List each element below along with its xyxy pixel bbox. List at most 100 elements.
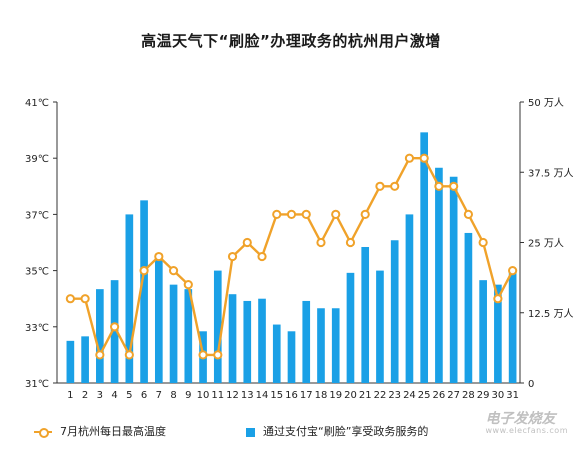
bar-users xyxy=(405,214,414,383)
point-temperature xyxy=(242,237,252,248)
point-temperature xyxy=(257,251,267,262)
bar-users xyxy=(169,284,178,383)
bar-users xyxy=(479,280,487,383)
point-temperature xyxy=(213,350,223,360)
x-tick-label: 20 xyxy=(344,390,357,401)
point-temperature xyxy=(227,251,238,262)
x-tick-label: 3 xyxy=(97,390,103,401)
x-tick-label: 6 xyxy=(141,390,147,401)
x-tick-label: 18 xyxy=(315,390,328,401)
point-temperature xyxy=(360,209,370,219)
x-tick-label: 8 xyxy=(170,390,176,401)
y-left-tick-label: 35℃ xyxy=(25,267,49,278)
legend-item-temperature: 7月杭州每日最高温度 xyxy=(34,423,166,439)
x-tick-label: 11 xyxy=(211,390,224,401)
point-temperature xyxy=(508,266,518,276)
x-tick-label: 29 xyxy=(477,390,490,401)
y-left-tick-label: 41℃ xyxy=(25,98,49,109)
point-temperature xyxy=(139,266,149,276)
x-tick-label: 2 xyxy=(82,390,88,401)
legend-bar-label: 通过支付宝“刷脸”享受政务服务的 xyxy=(263,425,429,438)
chart-title: 高温天气下“刷脸”办理政务的杭州用户激增 xyxy=(141,32,441,50)
bar-users xyxy=(287,331,296,383)
bar-users xyxy=(154,256,163,383)
x-tick-label: 28 xyxy=(462,390,475,401)
x-tick-label: 23 xyxy=(388,390,401,401)
point-temperature xyxy=(272,209,282,219)
point-temperature xyxy=(154,251,164,262)
point-temperature xyxy=(95,350,105,360)
point-temperature xyxy=(375,181,385,191)
x-tick-label: 16 xyxy=(285,390,298,401)
x-tick-label: 4 xyxy=(111,390,117,401)
bar-users xyxy=(302,300,311,383)
bar-users xyxy=(66,340,75,383)
x-tick-label: 14 xyxy=(256,390,269,401)
bar-users xyxy=(346,272,355,383)
bar-users xyxy=(110,280,119,383)
x-tick-label: 25 xyxy=(418,390,431,401)
bar-users xyxy=(464,232,473,383)
bar-users xyxy=(272,324,281,383)
point-temperature xyxy=(493,294,503,304)
bar-users xyxy=(494,284,502,383)
y-left-tick-label: 39℃ xyxy=(25,154,49,165)
bar-users xyxy=(449,176,458,383)
y-right-tick-label: 12.5 万人 xyxy=(528,308,573,320)
x-tick-label: 10 xyxy=(197,390,210,401)
point-temperature xyxy=(65,294,75,304)
point-temperature xyxy=(434,181,444,191)
x-tick-label: 13 xyxy=(241,390,254,401)
legend-line-label: 7月杭州每日最高温度 xyxy=(60,425,166,438)
point-temperature xyxy=(301,209,311,219)
x-tick-label: 24 xyxy=(403,390,416,401)
x-tick-label: 15 xyxy=(270,390,283,401)
y-right-tick-label: 25 万人 xyxy=(528,238,564,250)
bar-users xyxy=(361,246,370,383)
x-tick-label: 21 xyxy=(359,390,372,401)
y-right-tick-label: 50 万人 xyxy=(528,97,564,109)
bar-users xyxy=(96,289,104,383)
x-tick-label: 9 xyxy=(185,390,191,401)
legend-item-users: 通过支付宝“刷脸”享受政务服务的 xyxy=(246,423,428,439)
line-temperature xyxy=(70,156,514,357)
bar-users xyxy=(390,240,399,383)
x-tick-label: 22 xyxy=(374,390,387,401)
point-temperature xyxy=(109,322,120,332)
x-tick-label: 12 xyxy=(226,390,239,401)
bar-users xyxy=(81,336,89,383)
y-right-tick-label: 37.5 万人 xyxy=(528,167,573,179)
bar-users xyxy=(508,270,517,383)
point-temperature xyxy=(345,237,356,248)
bar-users xyxy=(140,200,148,383)
point-temperature xyxy=(463,209,474,219)
legend-line-swatch xyxy=(34,427,52,438)
bar-users xyxy=(317,308,325,383)
point-temperature xyxy=(449,181,459,191)
x-tick-label: 19 xyxy=(329,390,342,401)
x-tick-label: 17 xyxy=(300,390,313,401)
bar-users xyxy=(228,294,237,383)
x-tick-label: 5 xyxy=(126,390,132,401)
x-tick-label: 27 xyxy=(447,390,460,401)
point-temperature xyxy=(331,209,341,219)
y-left-tick-label: 31℃ xyxy=(25,379,49,390)
point-temperature xyxy=(404,153,415,163)
x-tick-label: 7 xyxy=(156,390,162,401)
point-temperature xyxy=(168,266,179,276)
x-tick-label: 1 xyxy=(67,390,73,401)
bar-users xyxy=(435,167,443,383)
point-temperature xyxy=(390,181,400,191)
x-tick-label: 26 xyxy=(433,390,446,401)
y-left-tick-label: 37℃ xyxy=(25,210,49,221)
point-temperature xyxy=(124,350,134,360)
point-temperature xyxy=(316,237,326,248)
y-left-tick-label: 33℃ xyxy=(25,323,49,334)
x-tick-label: 31 xyxy=(506,390,519,401)
bar-users xyxy=(420,132,429,383)
watermark-logo: 电子发烧友 www.elecfans.com xyxy=(485,411,568,435)
bar-users xyxy=(331,308,340,383)
point-temperature xyxy=(478,237,488,248)
